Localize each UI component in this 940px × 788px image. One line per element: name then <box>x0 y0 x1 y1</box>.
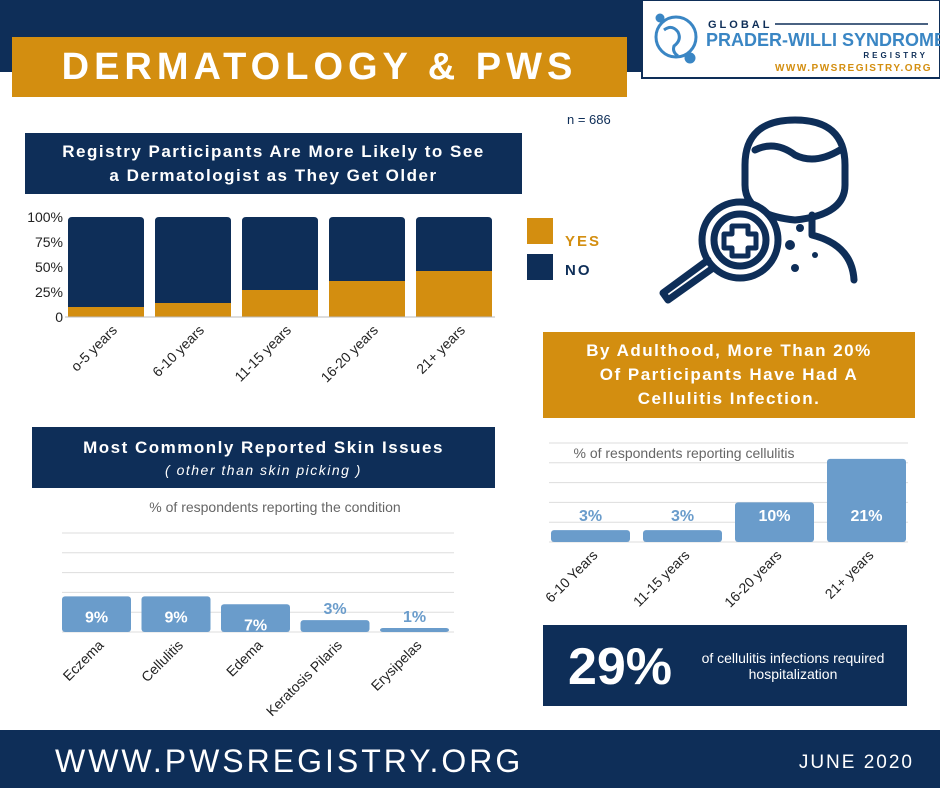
x-tick-label: o-5 years <box>68 322 121 375</box>
y-tick-label: 0 <box>55 309 63 325</box>
legend-label: NO <box>565 262 592 279</box>
x-tick-label: 21+ years <box>822 547 877 602</box>
sample-size: n = 686 <box>567 112 611 127</box>
bar-segment <box>68 217 144 307</box>
y-tick-label: 75% <box>35 234 63 250</box>
footer-date: JUNE 2020 <box>799 752 914 773</box>
logo-url: WWW.PWSREGISTRY.ORG <box>775 63 932 74</box>
x-tick-label: Erysipelas <box>368 637 425 694</box>
chart1-title: Registry Participants Are More Likely to… <box>25 133 522 194</box>
value-label: 10% <box>758 508 790 525</box>
bar-segment <box>155 303 231 317</box>
chart2-subtitle: ( other than skin picking ) <box>165 461 362 478</box>
bar-segment <box>416 271 492 317</box>
chart2-title-box: Most Commonly Reported Skin Issues ( oth… <box>32 427 495 488</box>
x-tick-label: Edema <box>223 637 266 680</box>
stat-box <box>543 625 907 706</box>
x-tick-label: 21+ years <box>413 322 468 377</box>
legend-label: YES <box>565 233 601 250</box>
logo-line3: REGISTRY <box>863 51 928 60</box>
bar <box>62 596 131 632</box>
footer-url: WWW.PWSREGISTRY.ORG <box>55 743 523 779</box>
footer-band <box>0 730 940 788</box>
value-label: 3% <box>579 508 602 525</box>
bar-segment <box>416 217 492 271</box>
legend-swatch <box>527 218 553 244</box>
value-label: 9% <box>85 609 108 626</box>
chart3-title: By Adulthood, More Than 20% Of Participa… <box>543 332 915 418</box>
x-tick-label: 16-20 years <box>721 547 785 611</box>
legend-swatch <box>527 254 553 280</box>
bar-segment <box>242 290 318 317</box>
y-label: % of respondents reporting the condition <box>149 499 400 515</box>
page-title: DERMATOLOGY & PWS <box>12 37 627 97</box>
bar <box>221 604 290 632</box>
bar-segment <box>155 217 231 303</box>
logo-panel <box>641 0 940 79</box>
logo-line1: GLOBAL <box>708 19 772 31</box>
logo-line2: PRADER-WILLI SYNDROME <box>706 30 940 50</box>
x-tick-label: 16-20 years <box>318 322 382 386</box>
x-tick-label: 6-10 Years <box>542 547 601 606</box>
bar <box>300 620 370 632</box>
bar-segment <box>242 217 318 290</box>
y-label: % of respondents reporting cellulitis <box>573 445 794 461</box>
bar <box>141 596 211 632</box>
y-tick-label: 25% <box>35 284 63 300</box>
logo-globe <box>654 13 698 64</box>
y-tick-label: 100% <box>27 209 63 225</box>
value-label: 3% <box>323 601 346 618</box>
x-tick-label: Eczema <box>60 637 107 684</box>
x-tick-label: 11-15 years <box>231 322 294 385</box>
dermatology-icon <box>659 116 858 304</box>
y-tick-label: 50% <box>35 259 63 275</box>
bar-segment <box>68 307 144 317</box>
bar-segment <box>329 217 405 281</box>
bar <box>643 530 722 542</box>
stat-text: of cellulitis infections required hospit… <box>701 650 885 682</box>
x-tick-label: 11-15 years <box>630 547 693 610</box>
bar <box>551 530 630 542</box>
bar <box>735 502 814 542</box>
bar <box>827 458 906 542</box>
stat-value: 29% <box>568 638 672 696</box>
bar <box>380 628 449 632</box>
x-tick-label: Cellulitis <box>138 637 186 685</box>
value-label: 7% <box>244 617 267 634</box>
value-label: 1% <box>403 609 426 626</box>
value-label: 21% <box>850 508 882 525</box>
value-label: 3% <box>671 508 694 525</box>
value-label: 9% <box>164 609 187 626</box>
x-tick-label: Keratosis Pilaris <box>263 637 345 719</box>
bar-segment <box>329 281 405 317</box>
chart2-title: Most Commonly Reported Skin Issues <box>83 437 444 457</box>
x-tick-label: 6-10 years <box>149 322 207 380</box>
